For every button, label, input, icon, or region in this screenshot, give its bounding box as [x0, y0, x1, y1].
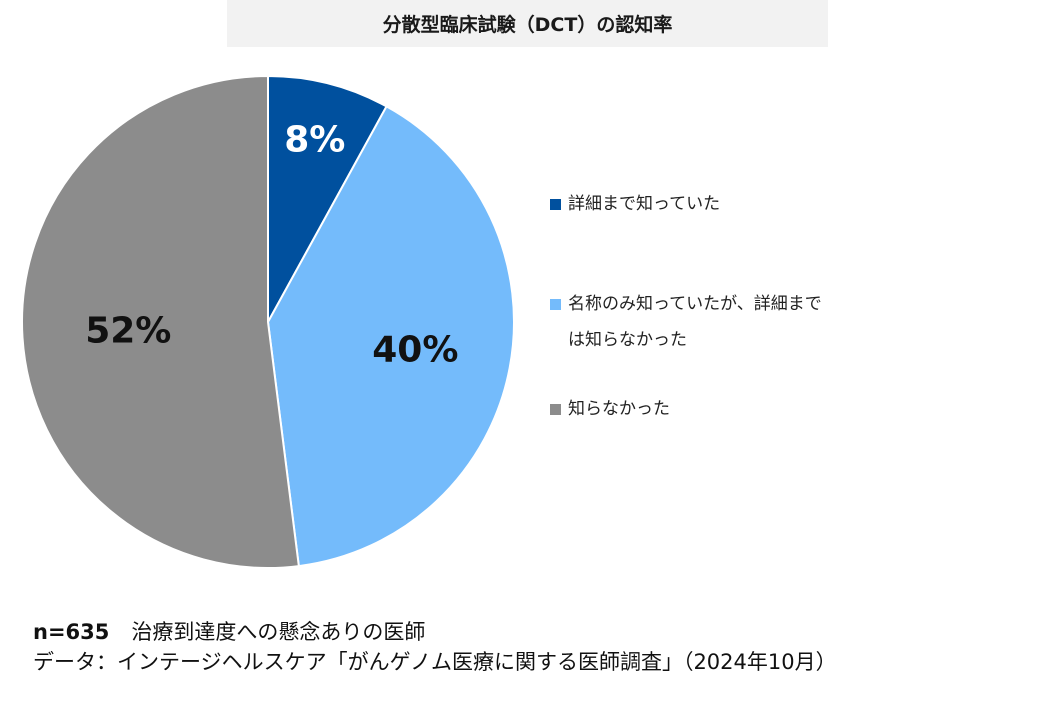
legend-item: 名称のみ知っていたが、詳細までは知らなかった	[550, 286, 830, 358]
slice-value-label: 52%	[85, 310, 171, 351]
pie-slice	[267, 74, 388, 323]
legend-swatch	[550, 299, 561, 310]
legend-label: 名称のみ知っていたが、詳細までは知らなかった	[568, 294, 822, 350]
legend-label: 知らなかった	[568, 399, 670, 419]
pie-slice	[266, 105, 515, 568]
legend-item: 知らなかった	[550, 391, 830, 427]
sample-note: n=635 治療到達度への懸念ありの医師	[33, 617, 837, 647]
legend-swatch	[550, 404, 561, 415]
pie-slice-labels: 8% 40% 52%	[85, 119, 458, 370]
legend-label: 詳細まで知っていた	[568, 194, 721, 214]
slice-value-label: 8%	[284, 119, 345, 160]
slice-value-label: 40%	[372, 330, 458, 371]
pie-slice	[21, 74, 300, 569]
sample-size: n=635	[33, 620, 110, 644]
legend-swatch	[550, 199, 561, 210]
footer: n=635 治療到達度への懸念ありの医師 データ：インテージヘルスケア「がんゲノム…	[33, 617, 837, 677]
data-source: データ：インテージヘルスケア「がんゲノム医療に関する医師調査」（2024年10月…	[33, 650, 837, 674]
sample-description: 治療到達度への懸念ありの医師	[131, 620, 426, 644]
legend-item: 詳細まで知っていた	[550, 186, 830, 222]
chart-title: 分散型臨床試験（DCT）の認知率	[227, 0, 828, 47]
pie-slices	[21, 74, 515, 569]
